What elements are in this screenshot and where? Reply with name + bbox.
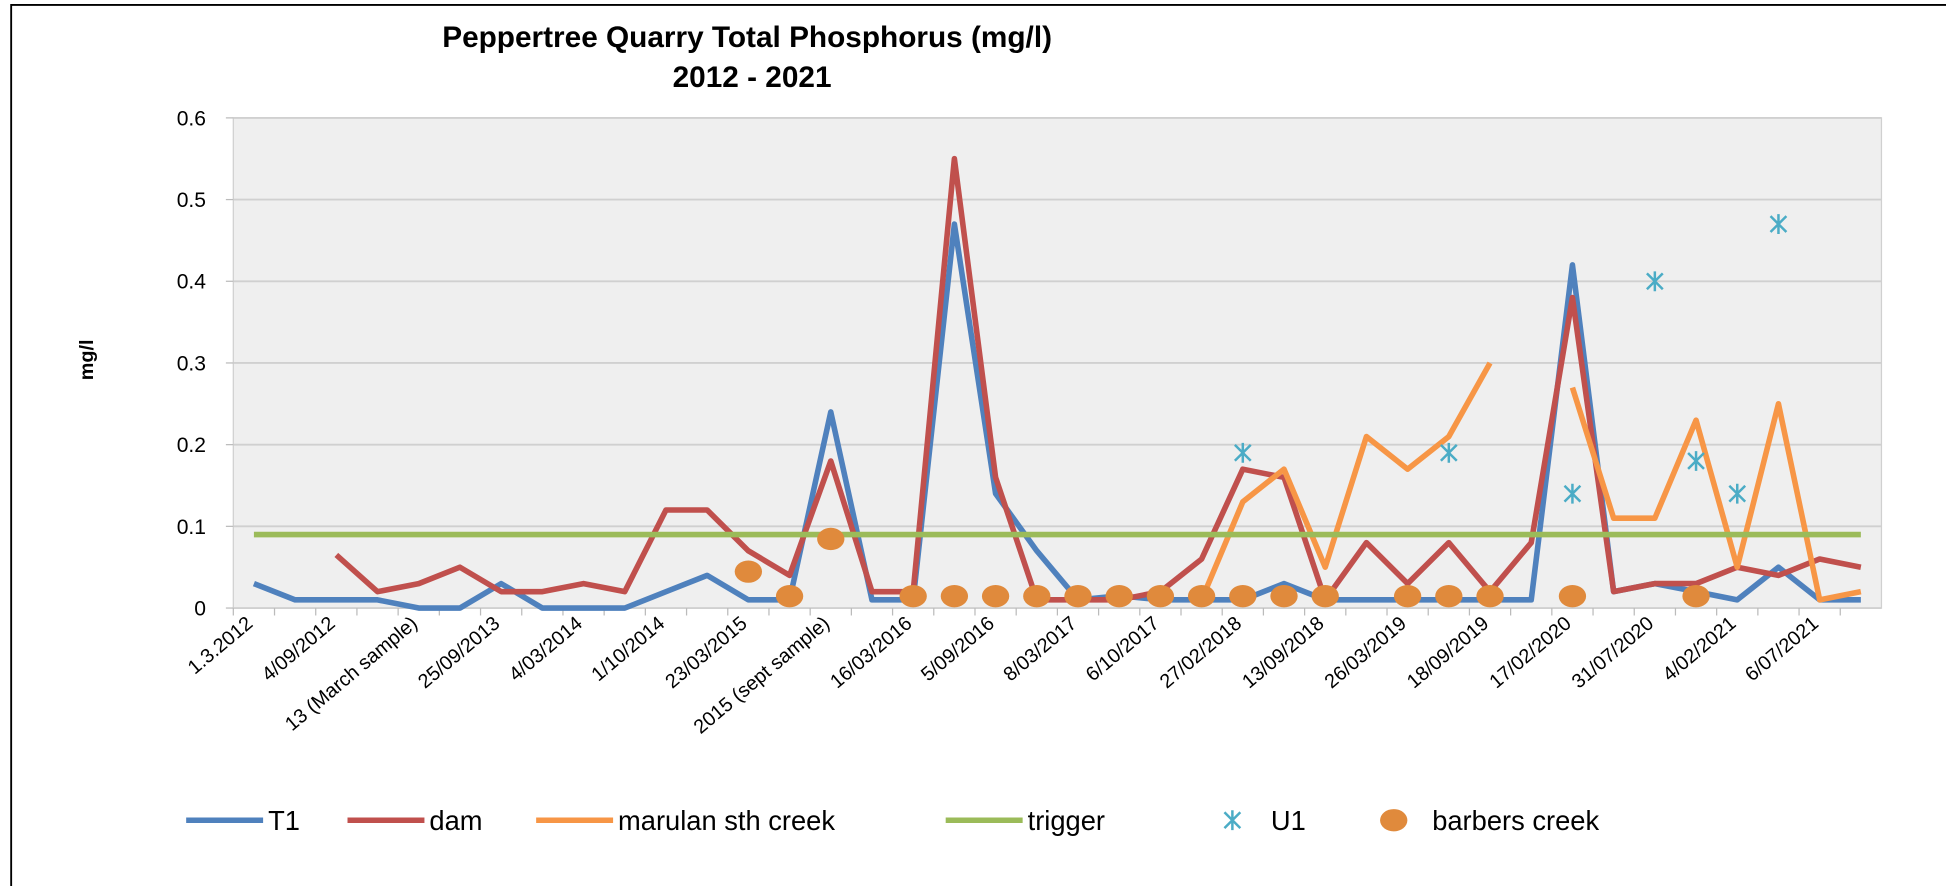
- legend-label: marulan sth creek: [618, 805, 835, 836]
- x-tick-label: 4/02/2021: [1659, 612, 1741, 686]
- x-tick-label: 4/09/2012: [258, 612, 340, 686]
- dot-marker: [1476, 584, 1504, 608]
- dot-marker: [981, 584, 1010, 608]
- legend-label: trigger: [1028, 805, 1105, 836]
- u1-marker: [1646, 271, 1664, 292]
- u1-marker: [1769, 214, 1788, 235]
- dot-marker: [899, 584, 927, 608]
- chart-border: [10, 4, 1946, 886]
- legend-label: U1: [1271, 805, 1306, 836]
- x-tick-label: 1/10/2014: [587, 612, 669, 686]
- y-tick-label: 0.1: [177, 516, 206, 539]
- y-tick-label: 0: [194, 597, 206, 620]
- dot-marker: [775, 584, 804, 608]
- chart-subtitle: 2012 - 2021: [673, 61, 832, 94]
- dot-marker: [1393, 584, 1422, 608]
- x-tick-label: 8/03/2017: [999, 612, 1081, 686]
- y-tick-label: 0.5: [177, 189, 206, 212]
- x-tick-label: 4/03/2014: [505, 612, 587, 686]
- dot-marker: [817, 527, 845, 551]
- chart-title: Peppertree Quarry Total Phosphorus (mg/l…: [442, 21, 1052, 54]
- legend-swatch: [1223, 810, 1242, 831]
- x-tick-label: 17/02/2020: [1485, 612, 1575, 693]
- x-tick-label: 18/09/2019: [1403, 612, 1493, 693]
- y-tick-label: 0.6: [177, 107, 206, 130]
- y-tick-label: 0.3: [177, 352, 206, 375]
- x-tick-label: 6/07/2021: [1741, 612, 1823, 686]
- u1-marker: [1233, 442, 1252, 463]
- dot-marker: [1187, 584, 1216, 608]
- legend-item: dam: [347, 805, 483, 836]
- legend-item: marulan sth creek: [536, 805, 835, 836]
- legend-label: T1: [268, 805, 300, 836]
- x-tick-label: 2015 (sept sample): [690, 612, 834, 738]
- y-tick-label: 0.4: [177, 271, 207, 294]
- x-tick-label: 25/09/2013: [414, 612, 504, 693]
- legend-item: T1: [186, 805, 300, 836]
- legend-label: dam: [429, 805, 482, 836]
- dot-marker: [940, 584, 969, 608]
- dot-marker: [1064, 584, 1092, 608]
- dot-marker: [1270, 584, 1298, 608]
- dot-marker: [1023, 584, 1051, 608]
- series-line: [1199, 361, 1862, 603]
- u1-marker: [1728, 483, 1747, 504]
- x-tick-label: 27/02/2018: [1156, 612, 1246, 693]
- u1-marker: [1563, 483, 1582, 504]
- dot-marker: [1682, 584, 1710, 608]
- u1-marker: [1440, 442, 1458, 463]
- dot-marker: [1311, 584, 1339, 608]
- u1-marker: [1687, 451, 1705, 471]
- dot-marker: [1105, 584, 1133, 608]
- x-tick-label: 6/10/2017: [1082, 612, 1164, 686]
- y-axis-label: mg/l: [76, 339, 98, 380]
- series-line: [334, 155, 1862, 603]
- legend-item: trigger: [945, 805, 1105, 836]
- x-tick-label: 5/09/2016: [917, 612, 999, 686]
- dot-marker: [1146, 584, 1175, 608]
- x-tick-label: 16/03/2016: [826, 612, 916, 693]
- legend-label: barbers creek: [1432, 805, 1599, 836]
- x-tick-label: 26/03/2019: [1321, 612, 1411, 693]
- dot-marker: [1229, 584, 1257, 608]
- legend-item: U1: [1223, 805, 1306, 836]
- legend-item: barbers creek: [1380, 805, 1599, 836]
- dot-marker: [1435, 584, 1463, 608]
- x-tick-label: 31/07/2020: [1568, 612, 1658, 693]
- dot-marker: [734, 560, 763, 583]
- y-tick-label: 0.2: [177, 434, 206, 457]
- dot-marker: [1558, 584, 1587, 608]
- x-tick-label: 1.3.2012: [184, 612, 257, 679]
- legend-swatch: [1380, 809, 1408, 832]
- x-tick-label: 13/09/2018: [1238, 612, 1328, 693]
